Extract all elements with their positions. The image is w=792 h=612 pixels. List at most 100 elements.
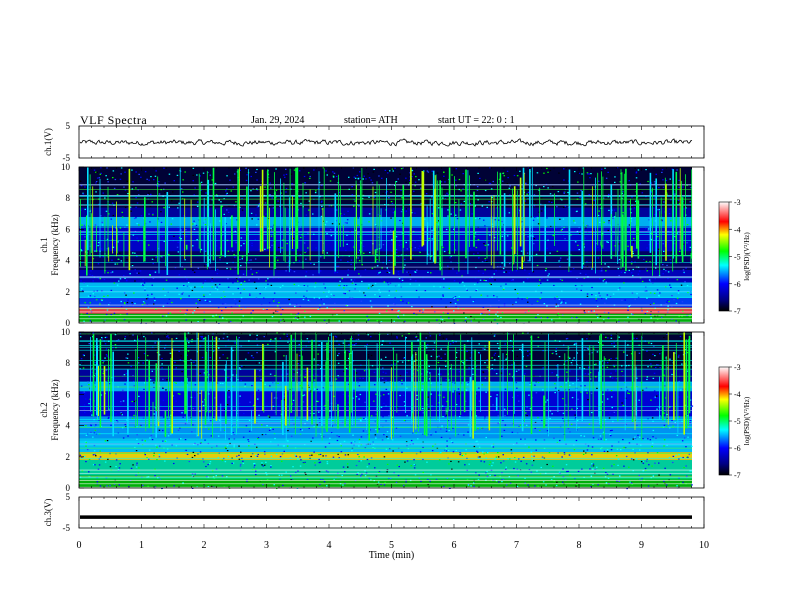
spectral-pixel [289, 475, 292, 477]
spectral-pixel [249, 401, 251, 403]
spectral-pixel [486, 206, 488, 208]
spectral-pixel [136, 462, 138, 464]
spectral-pixel [320, 368, 322, 370]
spectral-pixel [671, 295, 673, 297]
spectral-pixel [125, 308, 128, 310]
spectral-pixel [84, 208, 86, 210]
spectral-pixel [655, 366, 657, 369]
spectral-pixel [296, 314, 298, 316]
spectral-pixel [246, 478, 248, 480]
spectral-pixel [653, 372, 656, 374]
ch1-ytick-label: -5 [63, 153, 71, 163]
spectral-pixel [111, 271, 114, 273]
spectral-pixel [306, 419, 308, 421]
spectral-pixel [141, 284, 144, 286]
spectral-pixel [685, 207, 687, 209]
spectral-pixel [266, 425, 268, 427]
spectral-pixel [431, 187, 433, 189]
spectral-pixel [269, 182, 271, 184]
spectral-pixel [197, 267, 200, 269]
spectral-pixel [374, 434, 377, 436]
spectral-pixel [611, 396, 613, 398]
spectral-pixel [540, 292, 543, 294]
spectral-pixel [591, 294, 593, 296]
spectral-pixel [405, 441, 408, 443]
spectral-pixel [592, 437, 595, 439]
spectral-pixel [175, 400, 177, 402]
spectral-pixel [518, 209, 520, 211]
spectral-pixel [451, 468, 453, 470]
spectral-pixel [338, 191, 341, 194]
spectral-pixel [262, 215, 265, 217]
spectral-pixel [440, 428, 442, 430]
spectral-pixel [445, 338, 448, 340]
spectral-pixel [256, 438, 259, 440]
spectral-pixel [359, 419, 362, 421]
spectral-pixel [507, 458, 509, 460]
spectral-pixel [448, 400, 450, 402]
spectral-pixel [295, 292, 297, 294]
spectral-pixel [190, 358, 192, 361]
spectral-pixel [373, 196, 375, 198]
spectral-pixel [601, 365, 604, 367]
spectral-pixel [459, 359, 461, 361]
spectral-pixel [132, 375, 134, 377]
spectral-pixel [391, 435, 393, 437]
spectral-pixel [508, 373, 511, 375]
spectral-pixel [688, 453, 691, 455]
spectral-pixel [177, 393, 180, 395]
spectral-pixel [543, 303, 546, 305]
spectral-pixel [181, 412, 183, 414]
spectral-pixel [292, 338, 295, 340]
spectral-pixel [237, 278, 239, 280]
spectral-pixel [146, 178, 148, 180]
spectral-pixel [295, 471, 297, 474]
spectral-pixel [462, 394, 464, 396]
spectral-pixel [669, 178, 671, 180]
spectral-pixel [446, 477, 449, 479]
spectral-pixel [323, 319, 326, 321]
spectral-pixel [119, 463, 121, 465]
spectral-pixel [456, 272, 458, 274]
spectral-pixel [392, 212, 395, 214]
spectral-pixel [209, 174, 211, 176]
spectral-pixel [203, 461, 205, 463]
spectral-pixel [478, 343, 480, 345]
spectral-pixel [260, 480, 262, 482]
spectral-pixel [583, 246, 585, 248]
spectral-pixel [371, 267, 374, 269]
spectral-pixel [133, 217, 136, 220]
spectral-pixel [486, 359, 488, 361]
spectral-pixel [302, 401, 305, 403]
spectral-pixel [199, 175, 201, 177]
spectral-pixel [383, 394, 385, 396]
spectral-pixel [89, 309, 92, 311]
spectral-pixel [476, 408, 478, 410]
spectral-pixel [443, 485, 445, 488]
spectral-pixel [602, 280, 605, 282]
spectral-pixel [124, 189, 127, 191]
spectral-pixel [251, 242, 253, 244]
spectral-pixel [665, 425, 668, 427]
spectral-pixel [391, 250, 393, 252]
spectral-pixel [102, 342, 104, 344]
spectral-pixel [265, 461, 267, 463]
spectral-pixel [313, 297, 316, 299]
spectral-pixel [557, 305, 559, 307]
spectral-pixel [364, 269, 367, 271]
spectral-pixel [124, 423, 126, 426]
freq-tick-label: 0 [66, 318, 71, 328]
spectral-pixel [474, 232, 477, 234]
spectral-pixel [227, 286, 230, 288]
spectral-pixel [255, 171, 257, 173]
spectral-pixel [543, 439, 546, 441]
spectral-pixel [455, 449, 457, 452]
spectral-pixel [322, 220, 325, 222]
spectral-pixel [399, 241, 401, 243]
spectral-pixel [642, 460, 644, 462]
spectral-pixel [642, 462, 645, 464]
spectral-pixel [267, 343, 269, 345]
spectral-pixel [337, 265, 340, 267]
spectral-pixel [368, 221, 370, 223]
spectral-pixel [382, 244, 385, 246]
